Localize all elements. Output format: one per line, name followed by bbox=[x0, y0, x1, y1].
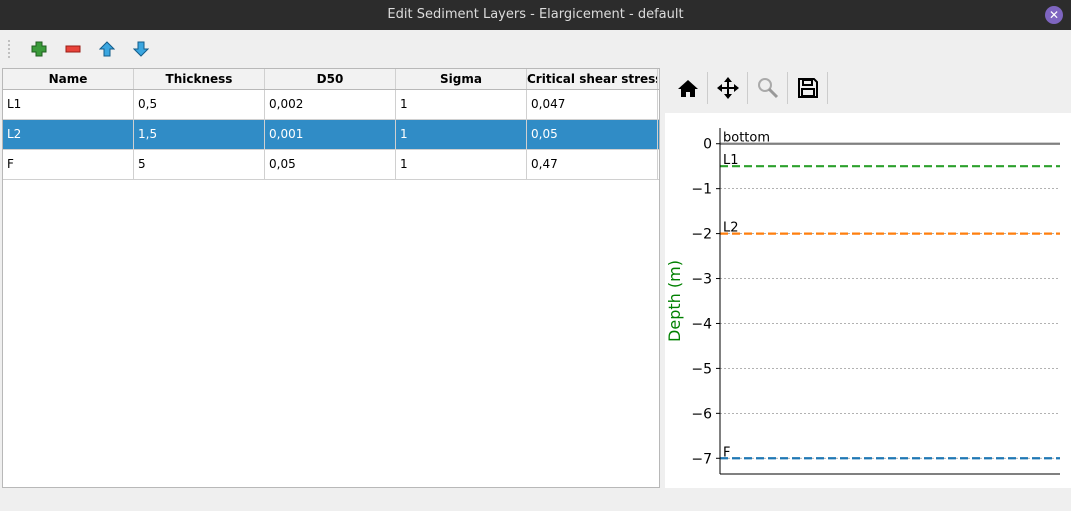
save-figure-button[interactable] bbox=[788, 72, 828, 104]
save-icon bbox=[797, 78, 818, 98]
zoom-icon bbox=[757, 78, 778, 99]
layer-label: bottom bbox=[723, 131, 770, 146]
depth-chart: 0 −1 −2 −3 −4 −5 −6 −7 bottom L1 L2 F Depth (m) bbox=[665, 128, 1060, 475]
column-header[interactable]: Critical shear stress bbox=[527, 69, 658, 89]
y-tick-label: −6 bbox=[691, 406, 712, 422]
y-tick-label: 0 bbox=[703, 137, 712, 153]
y-tick-label: −7 bbox=[691, 451, 712, 467]
zoom-button[interactable] bbox=[748, 72, 788, 104]
cell-critical-shear-stress[interactable]: 0,47 bbox=[527, 150, 658, 179]
pan-button[interactable] bbox=[708, 72, 748, 104]
move-down-button[interactable] bbox=[124, 36, 158, 62]
close-icon[interactable]: ✕ bbox=[1045, 6, 1063, 24]
plot-toolbar bbox=[668, 72, 828, 104]
table-header: Name Thickness D50 Sigma Critical shear … bbox=[3, 69, 659, 90]
layer-label: L1 bbox=[723, 153, 739, 168]
table-row-selected[interactable]: L2 1,5 0,001 1 0,05 bbox=[3, 120, 659, 150]
move-up-icon bbox=[99, 41, 115, 57]
layer-label: L2 bbox=[723, 221, 739, 236]
remove-icon bbox=[65, 45, 81, 53]
cell-thickness[interactable]: 5 bbox=[134, 150, 265, 179]
y-tick-label: −4 bbox=[691, 316, 712, 332]
home-button[interactable] bbox=[668, 72, 708, 104]
remove-layer-button[interactable] bbox=[56, 36, 90, 62]
toolbar bbox=[0, 30, 1071, 68]
toolbar-grip[interactable] bbox=[8, 40, 12, 58]
cell-name[interactable]: L2 bbox=[3, 120, 134, 149]
cell-d50[interactable]: 0,002 bbox=[265, 90, 396, 119]
cell-thickness[interactable]: 0,5 bbox=[134, 90, 265, 119]
cell-sigma[interactable]: 1 bbox=[396, 120, 527, 149]
title-bar: Edit Sediment Layers - Elargicement - de… bbox=[0, 0, 1071, 30]
y-tick-label: −2 bbox=[691, 227, 712, 243]
cell-critical-shear-stress[interactable]: 0,05 bbox=[527, 120, 658, 149]
home-icon bbox=[677, 80, 698, 97]
move-down-icon bbox=[133, 41, 149, 57]
layers-table: Name Thickness D50 Sigma Critical shear … bbox=[2, 68, 660, 488]
depth-plot-canvas[interactable]: 0 −1 −2 −3 −4 −5 −6 −7 bottom L1 L2 F Depth (m) bbox=[665, 113, 1071, 488]
add-icon bbox=[31, 41, 47, 57]
y-tick-label: −1 bbox=[691, 182, 712, 198]
table-row[interactable]: F 5 0,05 1 0,47 bbox=[3, 150, 659, 180]
column-header[interactable]: Name bbox=[3, 69, 134, 89]
pan-icon bbox=[716, 77, 739, 99]
window-title: Edit Sediment Layers - Elargicement - de… bbox=[387, 7, 684, 22]
cell-name[interactable]: L1 bbox=[3, 90, 134, 119]
cell-critical-shear-stress[interactable]: 0,047 bbox=[527, 90, 658, 119]
cell-d50[interactable]: 0,05 bbox=[265, 150, 396, 179]
y-axis-label: Depth (m) bbox=[665, 260, 684, 342]
column-header[interactable]: D50 bbox=[265, 69, 396, 89]
layer-label: F bbox=[723, 445, 730, 460]
cell-name[interactable]: F bbox=[3, 150, 134, 179]
column-header[interactable]: Sigma bbox=[396, 69, 527, 89]
column-header[interactable]: Thickness bbox=[134, 69, 265, 89]
add-layer-button[interactable] bbox=[22, 36, 56, 62]
cell-sigma[interactable]: 1 bbox=[396, 150, 527, 179]
y-tick-label: −3 bbox=[691, 272, 712, 288]
cell-sigma[interactable]: 1 bbox=[396, 90, 527, 119]
y-tick-label: −5 bbox=[691, 361, 712, 377]
table-row[interactable]: L1 0,5 0,002 1 0,047 bbox=[3, 90, 659, 120]
cell-d50[interactable]: 0,001 bbox=[265, 120, 396, 149]
cell-thickness[interactable]: 1,5 bbox=[134, 120, 265, 149]
move-up-button[interactable] bbox=[90, 36, 124, 62]
